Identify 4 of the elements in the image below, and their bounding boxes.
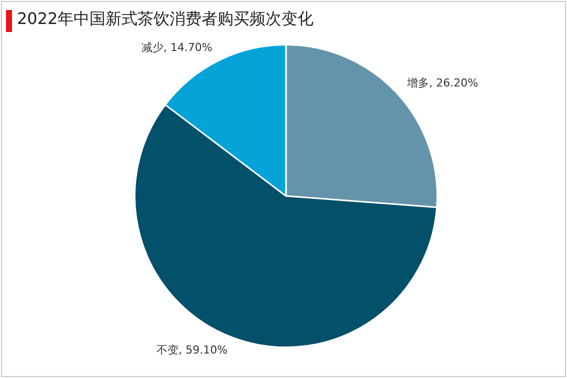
slice-label: 减少, 14.70% <box>141 40 212 54</box>
slice-label: 增多, 26.20% <box>406 76 478 90</box>
chart-title: 2022年中国新式茶饮消费者购买频次变化 <box>17 9 314 30</box>
slice-label: 不变, 59.10% <box>156 343 228 356</box>
